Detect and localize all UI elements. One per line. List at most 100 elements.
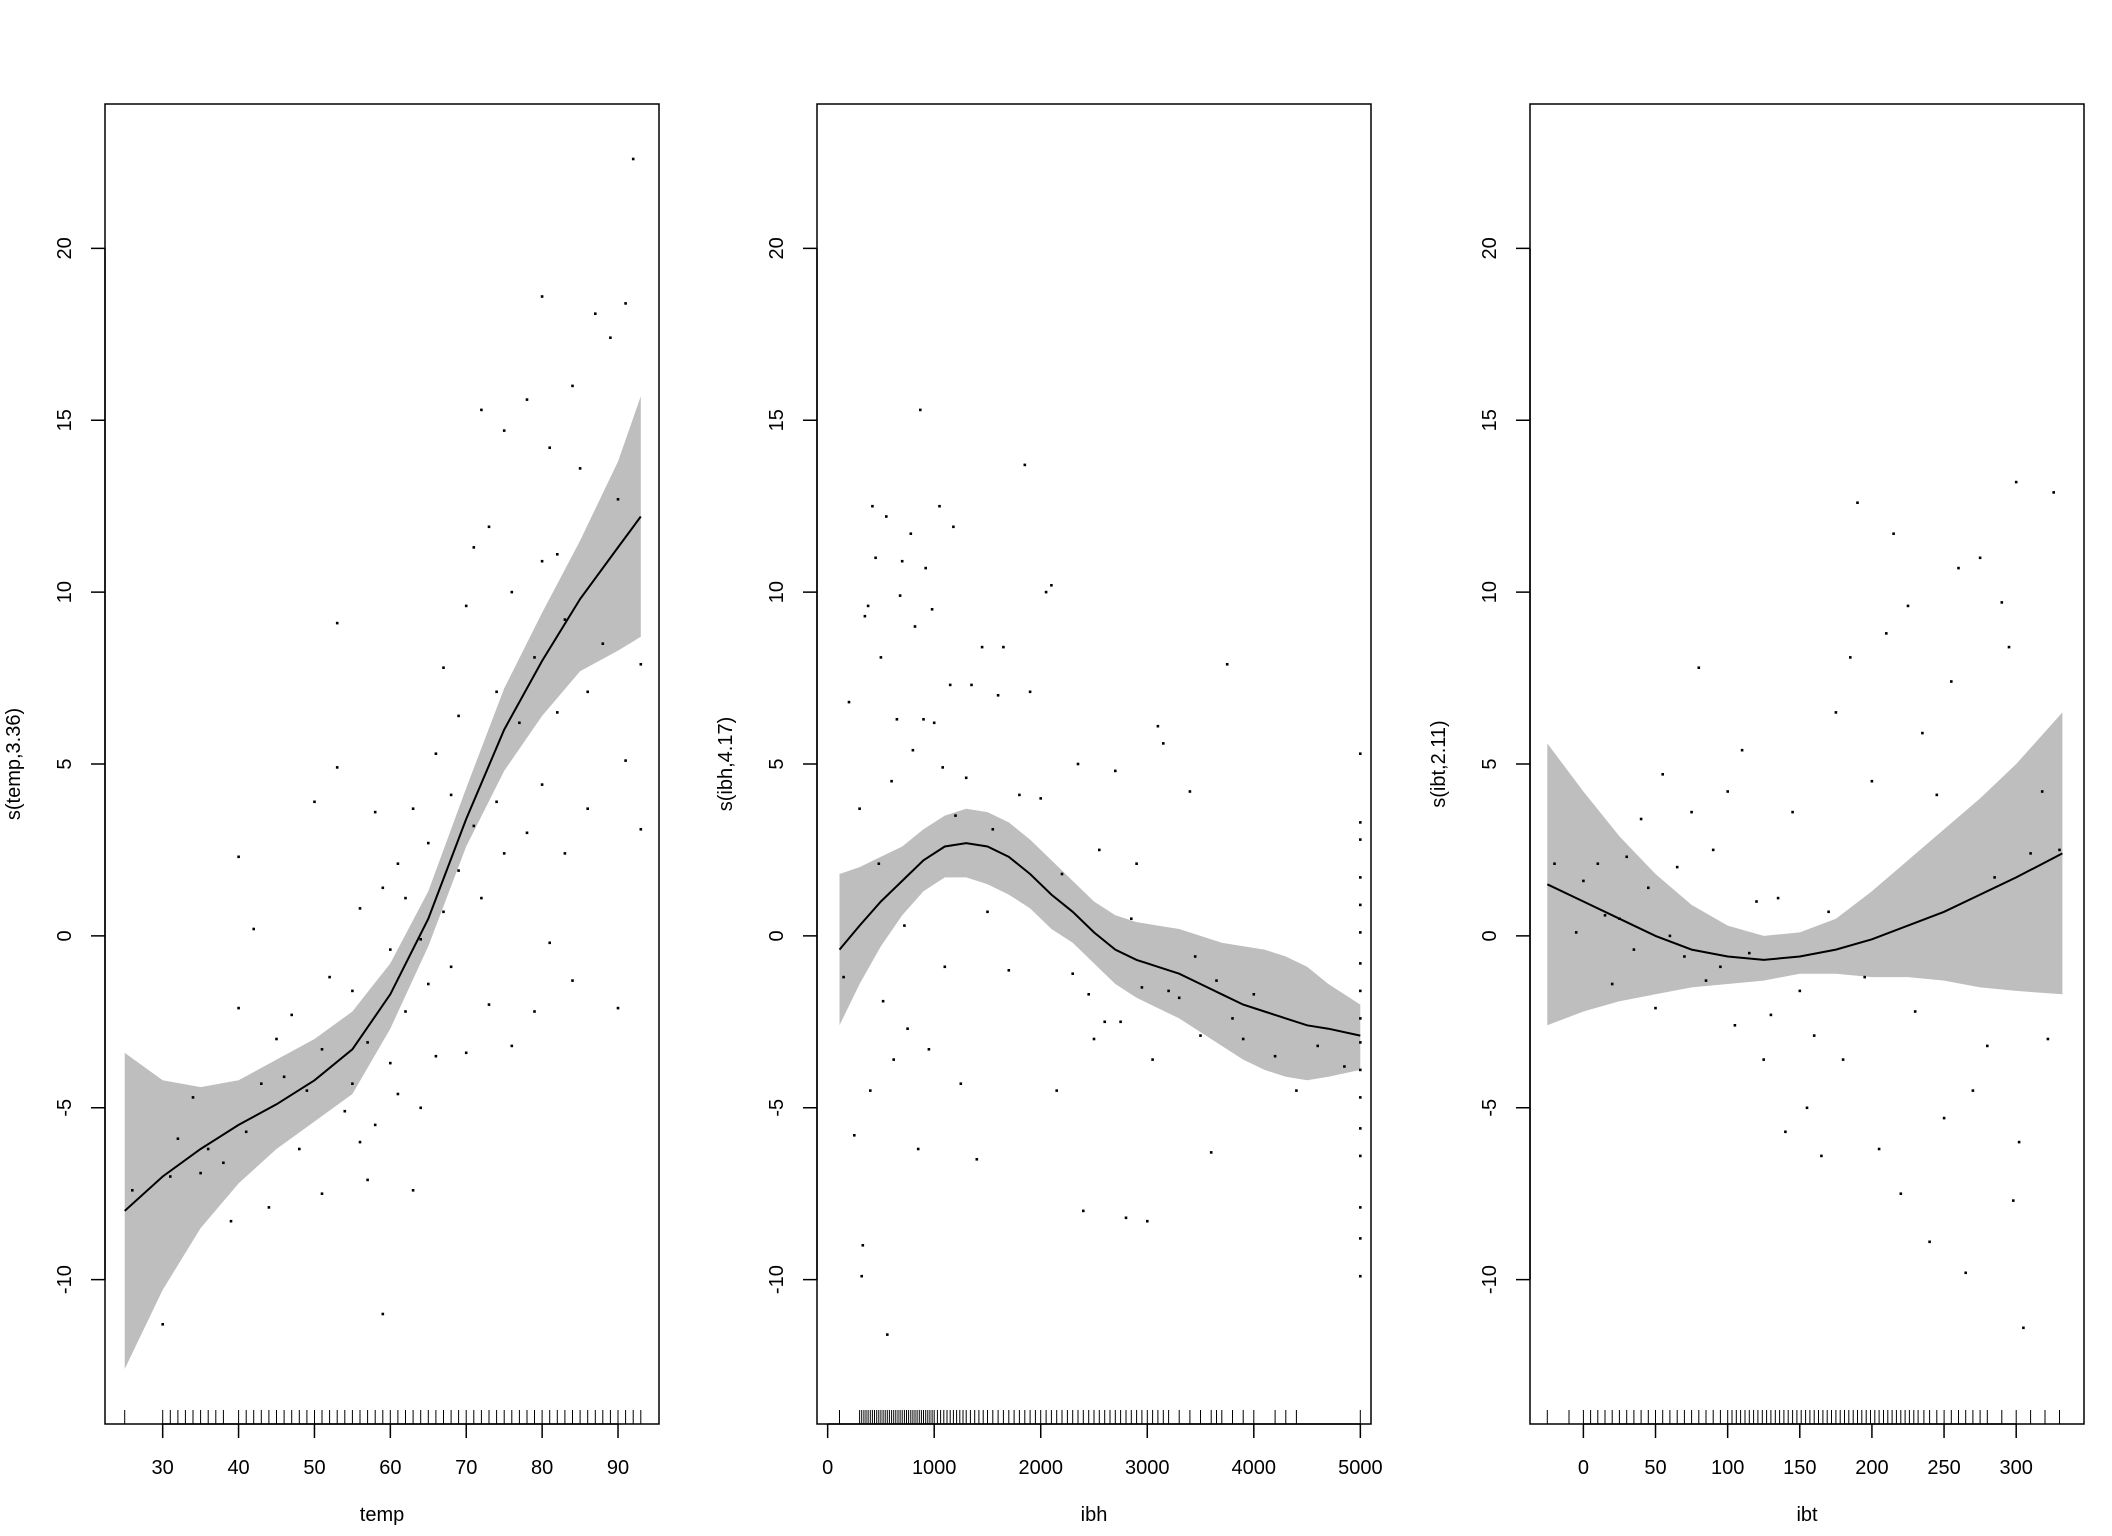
residual-point [1087, 993, 1090, 996]
residual-point [419, 1106, 422, 1110]
y-tick-label: 5 [766, 758, 788, 769]
residual-point [1877, 1147, 1881, 1151]
residual-point [847, 700, 851, 704]
smooth-fit-line [124, 515, 642, 1212]
smooth-fit-line [838, 842, 1361, 1037]
residual-point [1092, 1037, 1096, 1041]
residual-point [464, 1051, 468, 1055]
residual-point [2029, 852, 2032, 855]
y-axis-label: s(ibt,2.11) [1428, 720, 1450, 807]
residual-point [1769, 1013, 1773, 1017]
residual-point [442, 666, 445, 669]
residual-point [1647, 886, 1650, 890]
residual-point [916, 1147, 920, 1151]
residual-point [404, 1010, 407, 1013]
residual-point [1885, 632, 1888, 635]
residual-point [1209, 1151, 1213, 1154]
residual-point [874, 556, 877, 560]
residual-point [161, 1323, 164, 1326]
x-tick-label: 90 [607, 1457, 629, 1479]
residual-point [1553, 862, 1556, 865]
residual-point [1610, 982, 1614, 986]
residual-point [252, 927, 255, 931]
residual-point [1076, 762, 1080, 766]
residual-point [853, 1134, 856, 1137]
residual-point [176, 1137, 180, 1140]
residual-point [434, 752, 438, 755]
residual-point [886, 1333, 889, 1336]
plot-frame [816, 103, 1372, 1425]
x-tick-label: 250 [1927, 1457, 1960, 1479]
residual-point [244, 1130, 248, 1134]
residual-point [1791, 810, 1794, 814]
residual-point [616, 498, 620, 501]
residual-point [1359, 989, 1362, 993]
residual-point [282, 1075, 286, 1079]
residual-point [616, 1006, 620, 1010]
residual-point [351, 1082, 354, 1085]
y-tick-label: 0 [1479, 930, 1501, 941]
residual-point [1359, 1096, 1362, 1099]
residual-point [427, 982, 430, 986]
residual-point [1273, 1054, 1277, 1058]
residual-point [1028, 690, 1032, 694]
residual-point [298, 1147, 301, 1151]
residual-point [1748, 951, 1751, 955]
x-tick-label: 40 [227, 1457, 249, 1479]
residual-point [631, 157, 635, 161]
y-tick-label: -5 [1479, 1099, 1501, 1117]
residual-point [457, 714, 460, 718]
residual-point [1841, 1058, 1845, 1061]
smooth-fit-line [1546, 852, 2063, 961]
x-axis-label: temp [360, 1504, 404, 1526]
residual-point [563, 618, 567, 621]
residual-point [919, 408, 922, 412]
residual-point [601, 642, 605, 645]
residual-point [863, 614, 867, 618]
residual-point [900, 559, 904, 563]
residual-point [487, 1003, 491, 1006]
residual-point [480, 408, 483, 412]
residual-point [861, 1244, 865, 1247]
residual-point [1343, 1065, 1346, 1068]
residual-point [2040, 790, 2044, 793]
residual-point [2022, 1326, 2025, 1330]
residual-point [991, 828, 995, 831]
residual-point [335, 766, 339, 769]
residual-point [892, 1058, 895, 1061]
residual-point [860, 1274, 863, 1278]
residual-point [903, 924, 906, 927]
residual-point [480, 896, 483, 900]
y-tick-label: -5 [766, 1099, 788, 1117]
x-tick-label: 30 [152, 1457, 174, 1479]
residual-point [290, 1013, 293, 1017]
residual-point [1654, 1006, 1657, 1010]
y-tick-label: 20 [1479, 237, 1501, 259]
residual-point [948, 683, 952, 687]
residual-point [571, 979, 574, 982]
y-tick-label: 15 [1479, 409, 1501, 431]
residual-point [1007, 969, 1011, 972]
residual-point [548, 941, 551, 945]
residual-point [1935, 793, 1939, 797]
residual-point [502, 852, 506, 855]
residual-point [1798, 989, 1802, 993]
residual-point [1899, 1192, 1903, 1195]
residual-point [941, 766, 944, 769]
residual-point [1661, 773, 1664, 776]
residual-point [1231, 1017, 1234, 1020]
residual-point [449, 793, 453, 797]
residual-point [1675, 865, 1679, 869]
residual-point [457, 869, 460, 872]
residual-point [1596, 862, 1600, 865]
residual-point [639, 828, 643, 831]
residual-point [540, 559, 544, 563]
x-tick-label: 80 [531, 1457, 553, 1479]
y-tick-label: 20 [766, 237, 788, 259]
residual-point [1697, 666, 1701, 669]
residual-point [351, 989, 354, 993]
confidence-band [839, 808, 1361, 1081]
residual-point [328, 975, 331, 979]
residual-point [1359, 962, 1362, 965]
residual-point [518, 721, 521, 725]
